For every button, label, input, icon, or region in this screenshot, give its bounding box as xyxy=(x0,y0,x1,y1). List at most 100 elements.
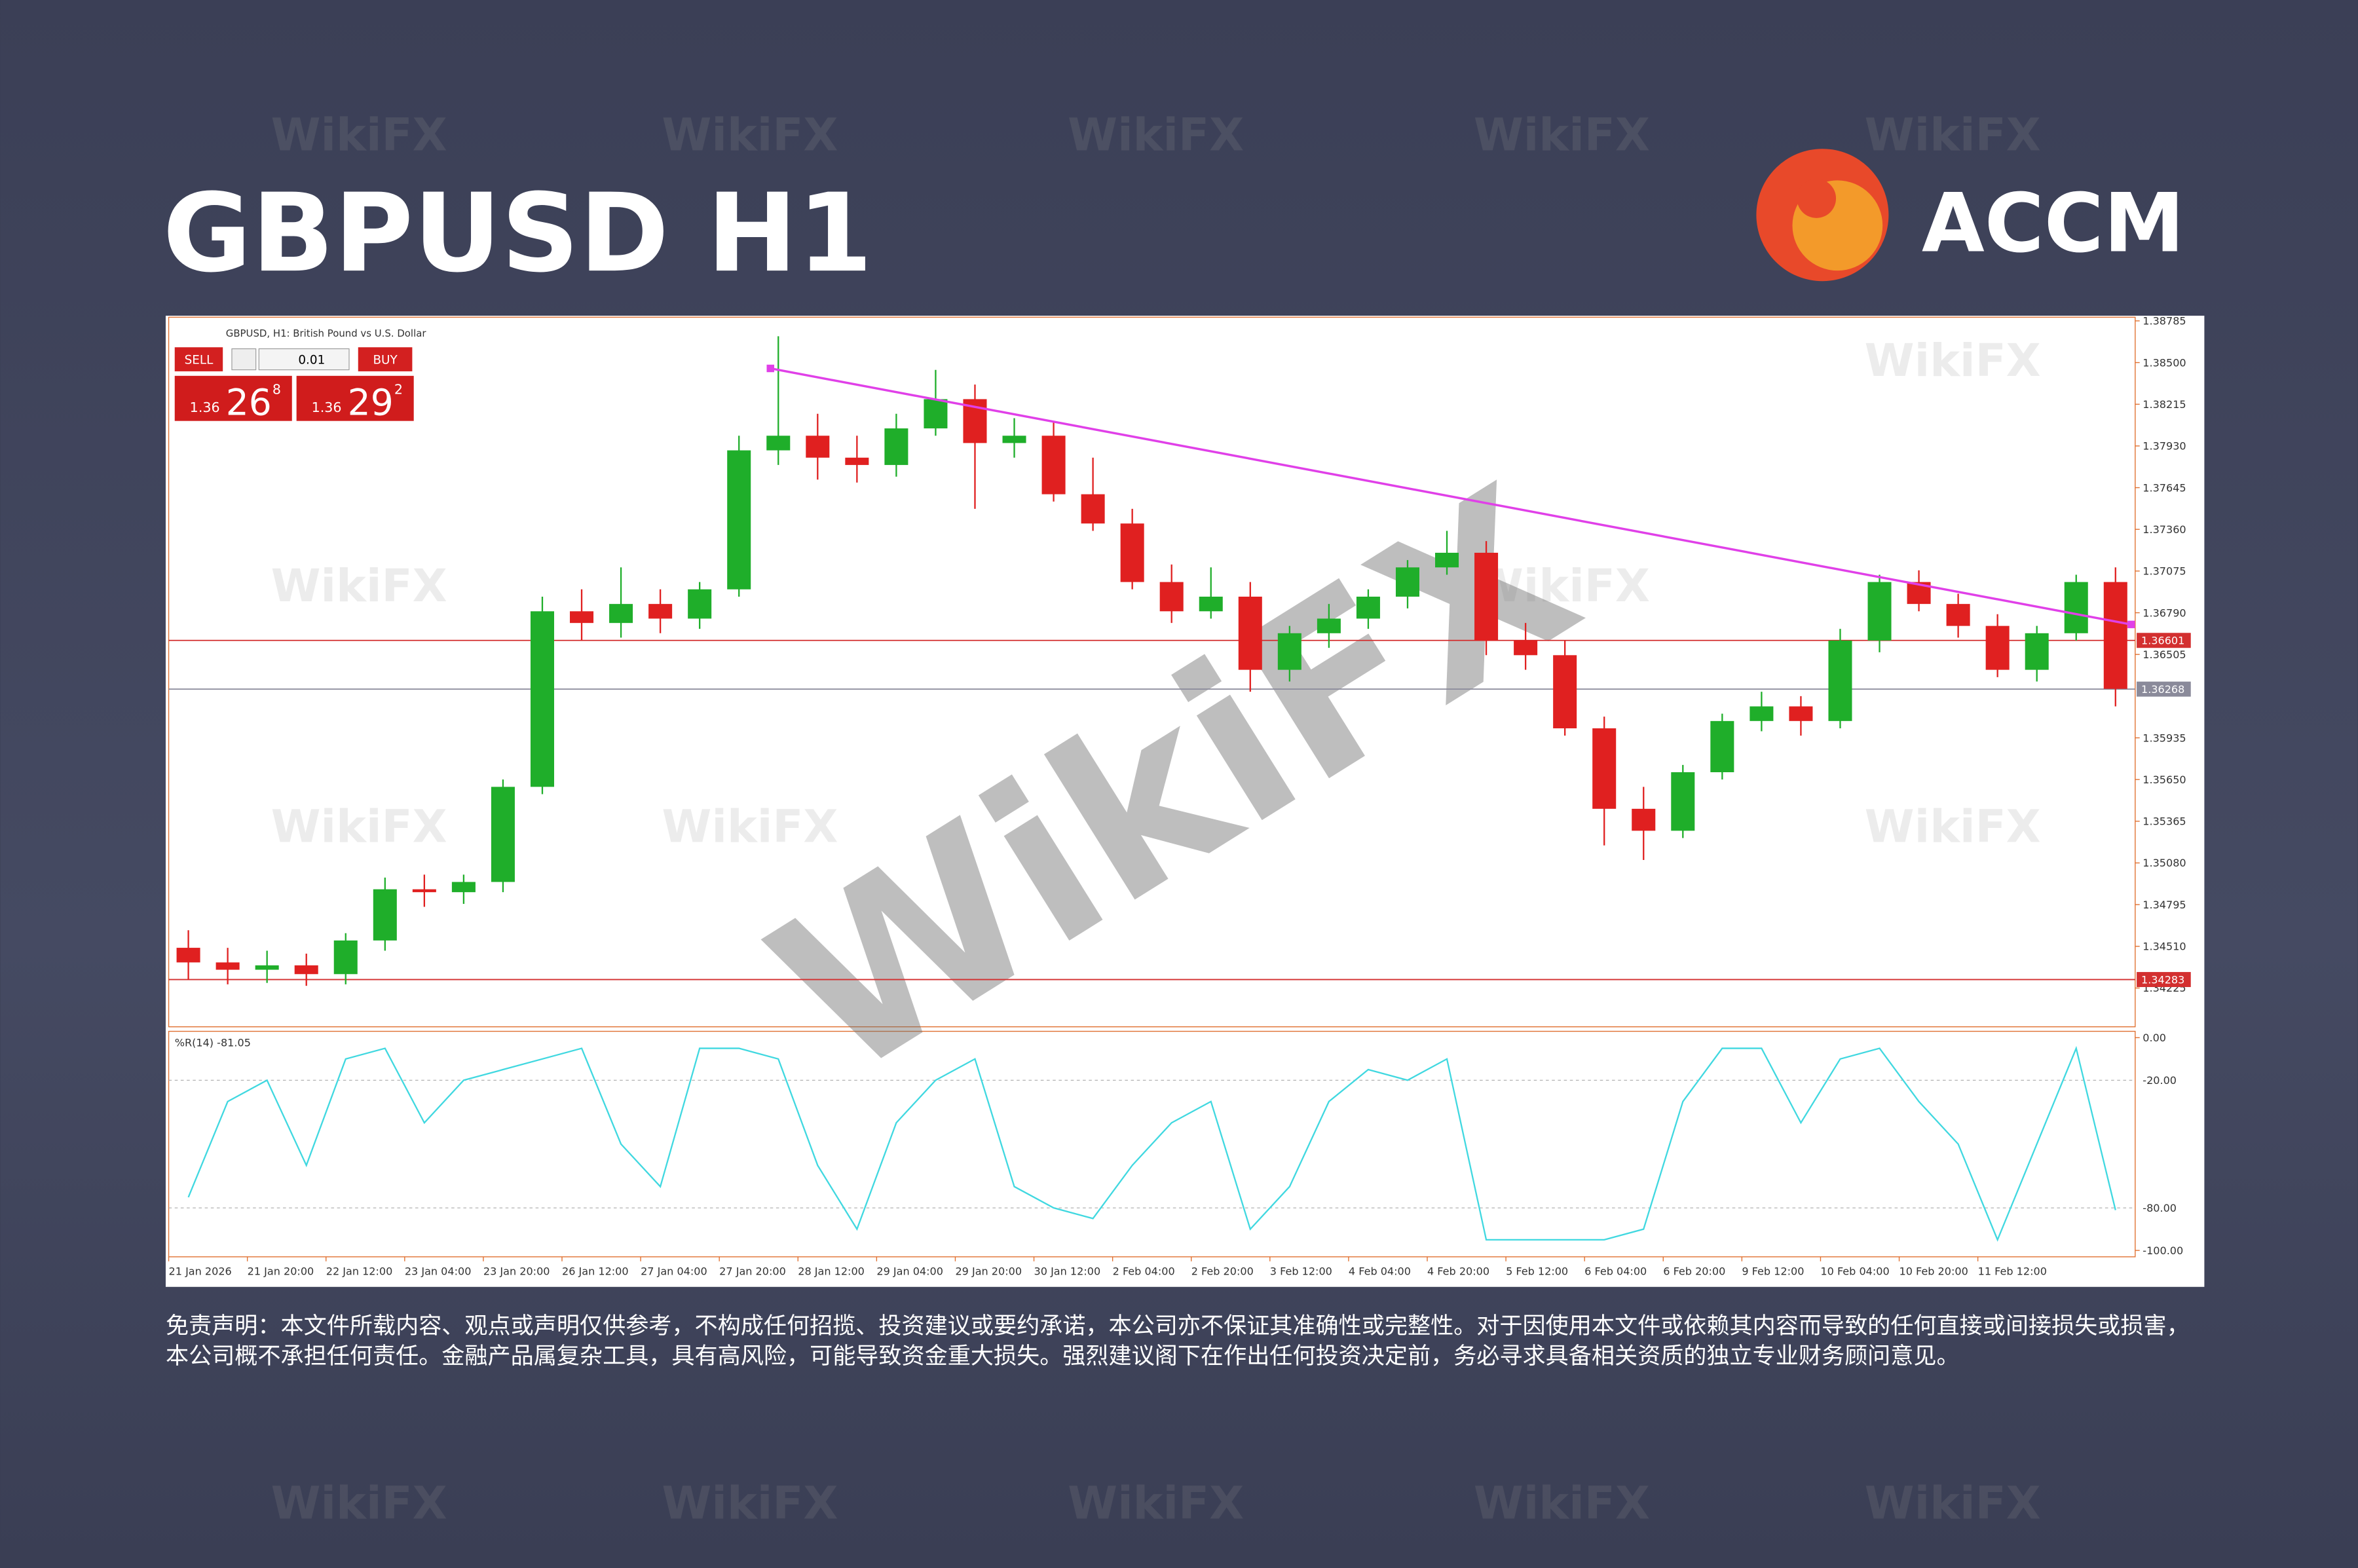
candle-body xyxy=(1317,618,1341,633)
chart-symbol-header: GBPUSD, H1: British Pound vs U.S. Dollar xyxy=(226,327,427,339)
trendline-handle xyxy=(2127,620,2135,629)
watermark: WikiFX xyxy=(271,800,447,853)
candle-body xyxy=(1159,582,1184,612)
candle-body xyxy=(1710,720,1734,773)
x-tick-label: 5 Feb 12:00 xyxy=(1506,1265,1568,1277)
indicator-label: %R(14) -81.05 xyxy=(175,1037,251,1049)
candle-body xyxy=(1632,808,1656,831)
watermark: WikiFX xyxy=(662,1477,838,1529)
logo: ACCM xyxy=(1756,149,2184,282)
candle-body xyxy=(1435,552,1459,568)
x-tick-label: 22 Jan 12:00 xyxy=(326,1265,393,1277)
lot-value: 0.01 xyxy=(298,353,325,367)
watermark: WikiFX xyxy=(1865,109,2041,162)
candle-body xyxy=(1474,552,1499,641)
sell-button[interactable] xyxy=(174,347,223,371)
y-tick-label: 1.37360 xyxy=(2143,523,2186,536)
y-tick-label: 1.34795 xyxy=(2143,899,2186,911)
ask-price: 29 xyxy=(348,382,394,424)
y-tick-label: 1.37930 xyxy=(2143,440,2186,453)
candle-body xyxy=(806,436,830,458)
watermark: WikiFX xyxy=(1865,335,2041,387)
sell-label: SELL xyxy=(185,353,214,367)
candle-body xyxy=(1946,604,1970,626)
bid-box[interactable] xyxy=(174,375,292,421)
watermark: WikiFX xyxy=(1474,560,1650,612)
candle-body xyxy=(570,611,594,624)
x-tick-label: 23 Jan 04:00 xyxy=(405,1265,472,1277)
candle-body xyxy=(1395,567,1419,597)
candle-body xyxy=(412,889,436,893)
candle-body xyxy=(2103,582,2127,689)
candle-body xyxy=(1514,640,1538,656)
candle-body xyxy=(884,428,908,465)
candle-body xyxy=(648,604,673,619)
watermark: WikiFX xyxy=(1474,109,1650,162)
candle-body xyxy=(727,450,751,589)
x-tick-label: 10 Feb 20:00 xyxy=(1900,1265,1968,1277)
ask-box[interactable] xyxy=(296,375,414,421)
x-tick-label: 10 Feb 04:00 xyxy=(1820,1265,1889,1277)
y-tick-label: 1.38785 xyxy=(2143,315,2186,327)
y-tick-label: 1.36790 xyxy=(2143,607,2186,619)
page-title: GBPUSD H1 xyxy=(162,170,872,296)
candle-body xyxy=(2025,633,2049,670)
ask-pip: 2 xyxy=(394,381,403,397)
y-tick-label: 1.37645 xyxy=(2143,481,2186,494)
candle-body xyxy=(373,889,397,941)
x-tick-label: 21 Jan 2026 xyxy=(169,1265,232,1277)
x-tick-label: 9 Feb 12:00 xyxy=(1742,1265,1804,1277)
x-tick-label: 4 Feb 04:00 xyxy=(1349,1265,1411,1277)
candle-body xyxy=(1041,436,1066,495)
lot-input[interactable] xyxy=(258,348,350,371)
candle-body xyxy=(1120,523,1144,582)
x-tick-label: 2 Feb 20:00 xyxy=(1191,1265,1254,1277)
candle-body xyxy=(766,436,791,451)
logo-mark-dot xyxy=(1797,179,1837,218)
x-tick-label: 11 Feb 12:00 xyxy=(1978,1265,2047,1277)
candle-body xyxy=(1002,436,1026,443)
x-tick-label: 27 Jan 20:00 xyxy=(719,1265,786,1277)
disclaimer: 免责声明：本文件所载内容、观点或声明仅供参考，不构成任何招揽、投资建议或要约承诺… xyxy=(165,1312,2190,1370)
candle-body xyxy=(333,940,358,975)
trendline-handle xyxy=(766,364,774,373)
candle-body xyxy=(1081,494,1105,524)
x-tick-label: 21 Jan 20:00 xyxy=(248,1265,314,1277)
trade-panel: SELL 0.01 BUY 1.36 26 8 1.36 29 2 xyxy=(174,347,414,424)
candle-body xyxy=(1867,582,1892,641)
x-tick-label: 29 Jan 04:00 xyxy=(876,1265,943,1277)
bid-pip: 8 xyxy=(272,381,281,397)
indicator-tick-label: 0.00 xyxy=(2143,1032,2166,1044)
candle-body xyxy=(1789,706,1813,721)
candle-body xyxy=(1356,596,1380,619)
candle-body xyxy=(255,965,279,970)
candle-body xyxy=(1277,633,1301,670)
watermark: WikiFX xyxy=(1068,109,1244,162)
buy-button[interactable] xyxy=(358,347,413,371)
x-tick-label: 3 Feb 12:00 xyxy=(1270,1265,1332,1277)
watermark: WikiFX xyxy=(1068,1477,1244,1529)
candles xyxy=(176,336,2127,986)
watermark: WikiFX xyxy=(271,1477,447,1529)
watermark: WikiFX xyxy=(1474,1477,1650,1529)
indicator-line xyxy=(187,1045,2116,1242)
bid-big: 1.36 xyxy=(190,400,220,415)
y-tick-label: 1.37075 xyxy=(2143,565,2186,578)
indicator-tick-label: -20.00 xyxy=(2143,1074,2177,1087)
candle-body xyxy=(530,611,554,787)
x-tick-label: 26 Jan 12:00 xyxy=(562,1265,629,1277)
y-tick-label: 1.35080 xyxy=(2143,857,2186,869)
price-level-tag xyxy=(2137,633,2191,648)
lot-dropdown[interactable] xyxy=(231,348,257,371)
x-tick-label: 30 Jan 12:00 xyxy=(1034,1265,1101,1277)
candle-body xyxy=(688,589,712,619)
y-tick-label: 1.36505 xyxy=(2143,648,2186,661)
candle-body xyxy=(1553,655,1577,729)
disclaimer-box: 免责声明：本文件所载内容、观点或声明仅供参考，不构成任何招揽、投资建议或要约承诺… xyxy=(165,1312,2190,1370)
x-tick-label: 4 Feb 20:00 xyxy=(1427,1265,1489,1277)
y-tick-label: 1.38500 xyxy=(2143,356,2186,369)
candle-body xyxy=(491,787,515,882)
watermark: WikiFX xyxy=(1865,1477,2041,1529)
y-tick-label: 1.38215 xyxy=(2143,398,2186,411)
